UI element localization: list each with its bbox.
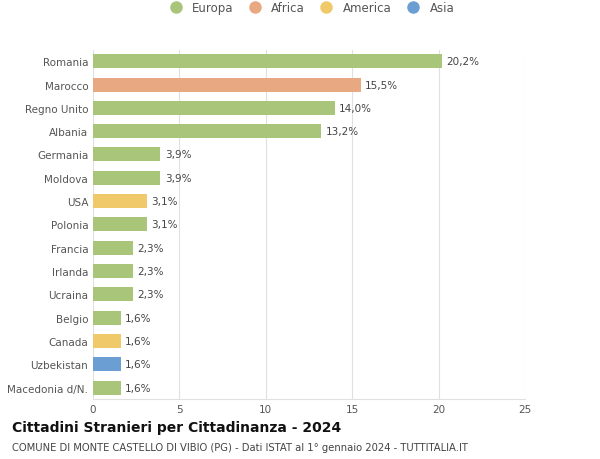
Text: 1,6%: 1,6%: [125, 359, 151, 369]
Bar: [93, 358, 121, 371]
Bar: [93, 264, 133, 279]
Text: 20,2%: 20,2%: [446, 57, 479, 67]
Text: 3,9%: 3,9%: [165, 150, 191, 160]
Text: 14,0%: 14,0%: [339, 104, 372, 114]
Bar: [93, 78, 361, 92]
Text: 2,3%: 2,3%: [137, 243, 164, 253]
Bar: [93, 218, 146, 232]
Bar: [93, 195, 146, 209]
Text: COMUNE DI MONTE CASTELLO DI VIBIO (PG) - Dati ISTAT al 1° gennaio 2024 - TUTTITA: COMUNE DI MONTE CASTELLO DI VIBIO (PG) -…: [12, 442, 468, 452]
Legend: Europa, Africa, America, Asia: Europa, Africa, America, Asia: [164, 2, 454, 15]
Text: 3,1%: 3,1%: [151, 196, 178, 207]
Bar: [93, 241, 133, 255]
Text: 1,6%: 1,6%: [125, 336, 151, 346]
Bar: [93, 55, 442, 69]
Bar: [93, 148, 160, 162]
Text: 1,6%: 1,6%: [125, 383, 151, 393]
Bar: [93, 311, 121, 325]
Text: 1,6%: 1,6%: [125, 313, 151, 323]
Bar: [93, 288, 133, 302]
Bar: [93, 171, 160, 185]
Bar: [93, 381, 121, 395]
Text: 13,2%: 13,2%: [325, 127, 359, 137]
Bar: [93, 334, 121, 348]
Bar: [93, 101, 335, 116]
Text: 3,1%: 3,1%: [151, 220, 178, 230]
Text: 3,9%: 3,9%: [165, 174, 191, 184]
Text: 2,3%: 2,3%: [137, 266, 164, 276]
Text: 15,5%: 15,5%: [365, 80, 398, 90]
Text: 2,3%: 2,3%: [137, 290, 164, 300]
Text: Cittadini Stranieri per Cittadinanza - 2024: Cittadini Stranieri per Cittadinanza - 2…: [12, 420, 341, 434]
Bar: [93, 125, 321, 139]
